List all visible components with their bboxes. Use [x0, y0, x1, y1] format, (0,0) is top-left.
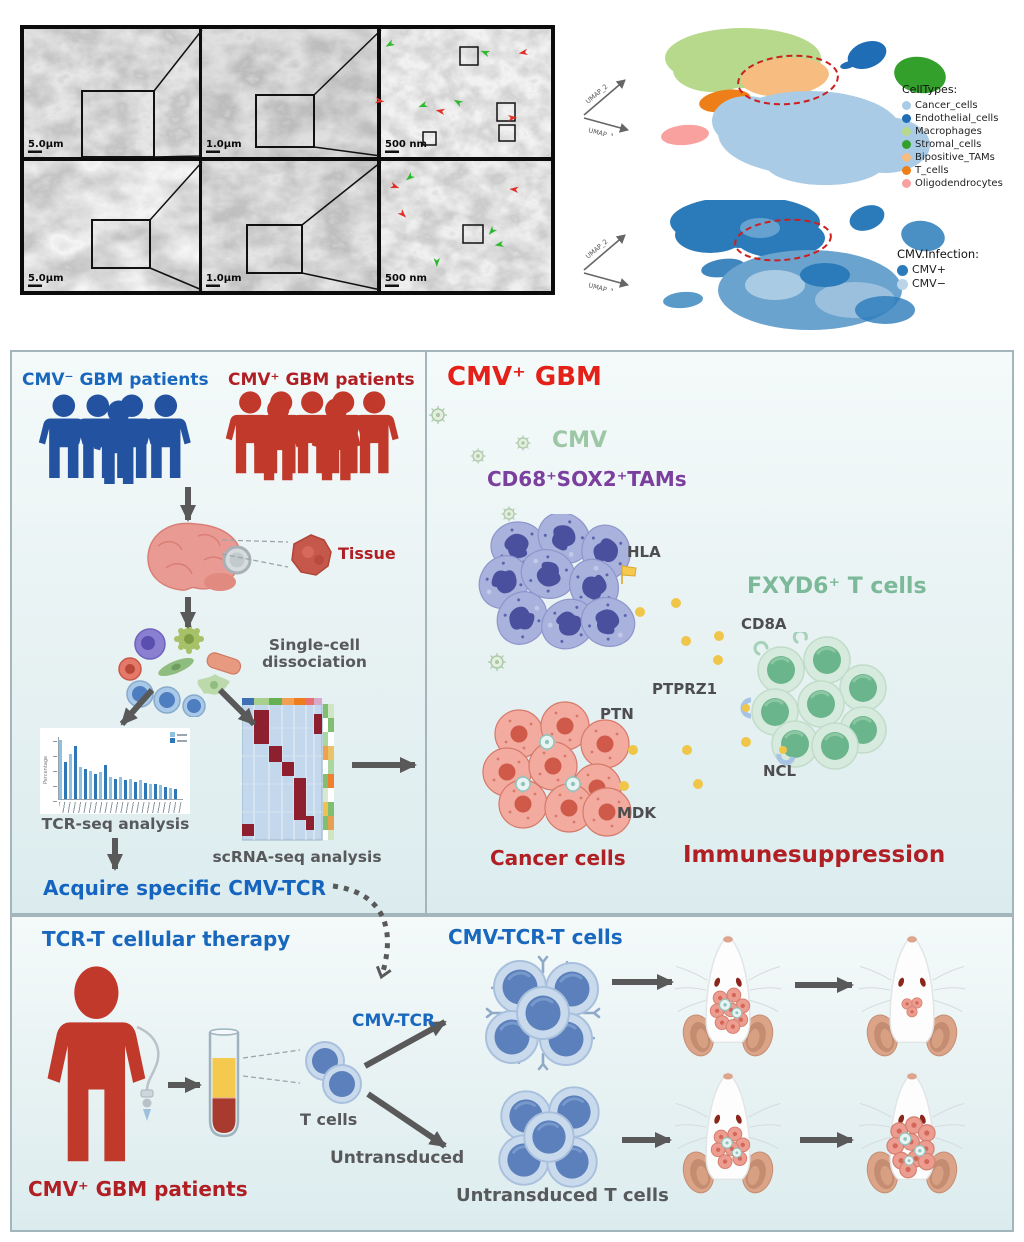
hla-label: HLA — [627, 543, 661, 561]
celltypes-legend-title: CellTypes: — [902, 83, 958, 96]
legend-dot — [902, 113, 911, 123]
patient-with-iv — [47, 966, 160, 1162]
scrna-seq-label: scRNA-seq analysis — [212, 848, 382, 866]
cmv-negative-patients-label: CMV⁻ GBM patients — [22, 370, 209, 390]
dissociation-label: Single-cell dissociation — [262, 636, 367, 672]
bipositive-tams-highlight — [737, 54, 839, 106]
acquire-cmv-tcr-label: Acquire specific CMV-TCR — [43, 876, 326, 900]
tcr-chart-bars — [58, 737, 183, 800]
mouse-untreated-after — [858, 1072, 966, 1197]
fxyd6-t-cells-label: FXYD6⁺ T cells — [747, 574, 927, 599]
umap-celltypes-plot — [661, 28, 946, 185]
legend-dot — [897, 279, 908, 291]
iv-line — [136, 1025, 160, 1091]
ptprz1-receptor — [740, 697, 752, 719]
untransduced-label: Untransduced — [330, 1148, 465, 1168]
immunesuppression-label: Immunesuppression — [683, 842, 946, 868]
cmv-positive-patient-group — [225, 391, 399, 481]
tcr-chart-yticks — [53, 740, 57, 802]
ncl-label: NCL — [763, 762, 797, 780]
tcr-seq-chart: Percentage — [40, 728, 190, 814]
cmv-label: CMV — [552, 428, 608, 453]
untransduced-t-cluster — [497, 1085, 601, 1189]
hla-flag-icon — [621, 565, 637, 584]
ptn-label: PTN — [600, 705, 634, 723]
infection-legend: CMV.Infection: CMV+ CMV− — [897, 247, 980, 291]
cmv-positive-patients-label: CMV⁺ GBM patients — [228, 370, 415, 390]
svg-text:UMAP_2: UMAP_2 — [584, 238, 609, 261]
iv-needle — [143, 1109, 151, 1121]
tams-label: CD68⁺SOX2⁺TAMs — [487, 467, 687, 491]
legend-dot — [902, 139, 911, 149]
svg-text:5.0µm: 5.0µm — [28, 139, 64, 150]
fxyd6-t-cell-cluster — [740, 632, 888, 770]
cancer-cells-label: Cancer cells — [490, 846, 626, 870]
electron-microscopy-panel: 5.0µm 1.0µm 500 nm 5.0µm 1.0µm 500 nm — [20, 25, 555, 295]
dissociated-cells-icon — [118, 624, 242, 717]
legend-item: Macrophages — [902, 126, 1003, 138]
legend-dot — [902, 152, 911, 162]
umap-infection-plot — [663, 200, 945, 330]
em-inset-boxes — [81, 46, 516, 274]
tcr-chart-xticks — [59, 802, 183, 813]
mouse-treated-before — [674, 935, 782, 1060]
scrna-seq-heatmap — [242, 698, 334, 841]
tam-cell-cluster — [476, 514, 641, 659]
tcr-chart-ylabel: Percentage — [43, 755, 49, 784]
legend-item: Cancer_cells — [902, 100, 1003, 112]
legend-dot — [902, 100, 911, 110]
ptprz1-label: PTPRZ1 — [652, 680, 718, 698]
legend-dot — [902, 178, 911, 188]
legend-item: Stromal_cells — [902, 139, 1003, 151]
legend-item: Oligodendrocytes — [902, 178, 1003, 190]
legend-dot — [897, 265, 908, 277]
legend-item: CMV− — [897, 278, 979, 291]
legend-item: Bipositive_TAMs — [902, 152, 1003, 164]
svg-text:UMAP_1: UMAP_1 — [587, 126, 614, 136]
tissue-label: Tissue — [338, 544, 396, 563]
cd8a-label: CD8A — [741, 615, 787, 633]
cmv-tcr-label: CMV-TCR — [352, 1011, 436, 1031]
legend-item: Endothelial_cells — [902, 113, 1003, 125]
umap-infection-axes: UMAP_2 UMAP_1 — [583, 234, 629, 291]
svg-text:5.0µm: 5.0µm — [28, 273, 64, 284]
legend-dot — [902, 126, 911, 136]
svg-text:1.0µm: 1.0µm — [206, 139, 242, 150]
ncl-receptor — [776, 746, 796, 766]
blood-tube-icon — [208, 1028, 240, 1138]
panel-divider — [425, 352, 427, 913]
svg-text:UMAP_1: UMAP_1 — [587, 281, 614, 291]
mdk-label: MDK — [617, 804, 657, 822]
celltypes-legend: CellTypes: Cancer_cells Endothelial_cell… — [902, 83, 1003, 190]
tcr-seq-label: TCR-seq analysis — [41, 815, 190, 833]
legend-item: T_cells — [902, 165, 1003, 177]
umap-celltypes-axes: UMAP_2 UMAP_1 — [583, 79, 629, 136]
tissue-icon — [291, 534, 332, 576]
tcr-t-therapy-title: TCR-T cellular therapy — [42, 927, 291, 951]
cmv-gbm-title: CMV⁺ GBM — [447, 362, 602, 392]
bottom-cmv-patients-label: CMV⁺ GBM patients — [28, 1177, 248, 1201]
infection-legend-title: CMV.Infection: — [897, 247, 980, 261]
brain-icon — [147, 522, 252, 591]
mouse-treated-after — [858, 935, 966, 1060]
t-cell-pair-icon — [305, 1041, 362, 1104]
untransduced-t-cells-label: Untransduced T cells — [456, 1185, 669, 1206]
mouse-untreated-before — [674, 1072, 782, 1197]
cd8a-receptors — [753, 632, 808, 656]
svg-text:1.0µm: 1.0µm — [206, 273, 242, 284]
em-scale-bars: 5.0µm 1.0µm 500 nm 5.0µm 1.0µm 500 nm — [28, 139, 427, 287]
svg-text:UMAP_2: UMAP_2 — [584, 83, 609, 106]
svg-text:500 nm: 500 nm — [385, 139, 427, 150]
tcr-chart-legend — [170, 731, 187, 743]
legend-dot — [902, 165, 911, 175]
infection-highlight — [734, 218, 832, 262]
em-connector-lines — [149, 29, 382, 291]
cmv-negative-patient-group — [38, 394, 191, 484]
legend-item: CMV+ — [897, 264, 979, 277]
t-cells-label: T cells — [300, 1110, 358, 1129]
svg-text:500 nm: 500 nm — [385, 273, 427, 284]
cmv-tcr-t-cells-label: CMV-TCR-T cells — [448, 925, 623, 949]
cmv-tcr-t-cluster — [484, 955, 601, 1071]
